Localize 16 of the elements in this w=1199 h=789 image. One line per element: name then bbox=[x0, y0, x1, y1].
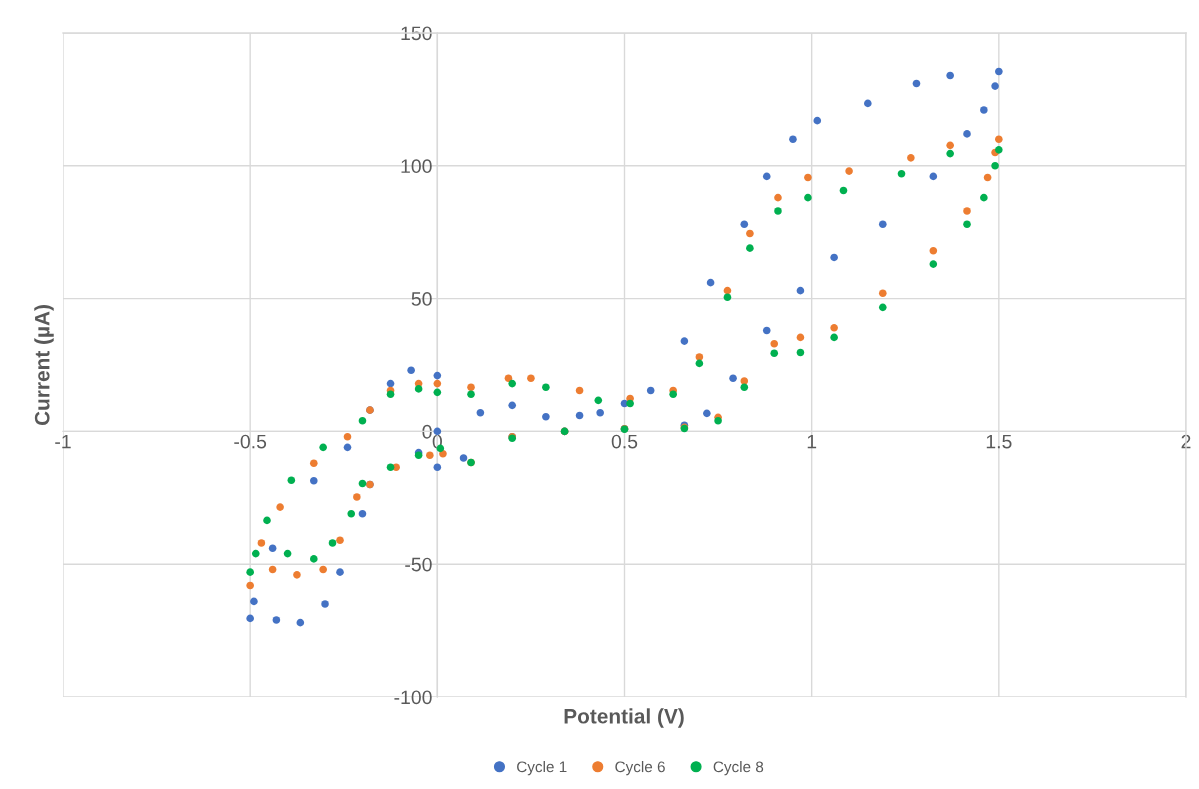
y-tick-label: -100 bbox=[394, 690, 432, 705]
x-axis-title: Potential (V) bbox=[564, 708, 684, 728]
y-tick-label: 150 bbox=[401, 26, 432, 41]
x-tick-label: -0.5 bbox=[234, 434, 267, 449]
x-tick-label: 2 bbox=[1181, 434, 1191, 449]
legend-label: Cycle 1 bbox=[517, 761, 567, 776]
legend-label: Cycle 6 bbox=[615, 761, 665, 776]
x-tick-label: 0.5 bbox=[611, 434, 638, 449]
y-axis-title: Current (µA) bbox=[34, 305, 54, 426]
x-tick-label: -1 bbox=[55, 434, 71, 449]
x-tick-label: 1.5 bbox=[986, 434, 1012, 449]
x-tick-label: 1 bbox=[807, 434, 817, 449]
legend-label: Cycle 8 bbox=[713, 761, 764, 776]
y-tick-label: -50 bbox=[405, 557, 432, 572]
y-tick-label: 50 bbox=[411, 292, 432, 306]
y-tick-label: 100 bbox=[401, 159, 432, 174]
